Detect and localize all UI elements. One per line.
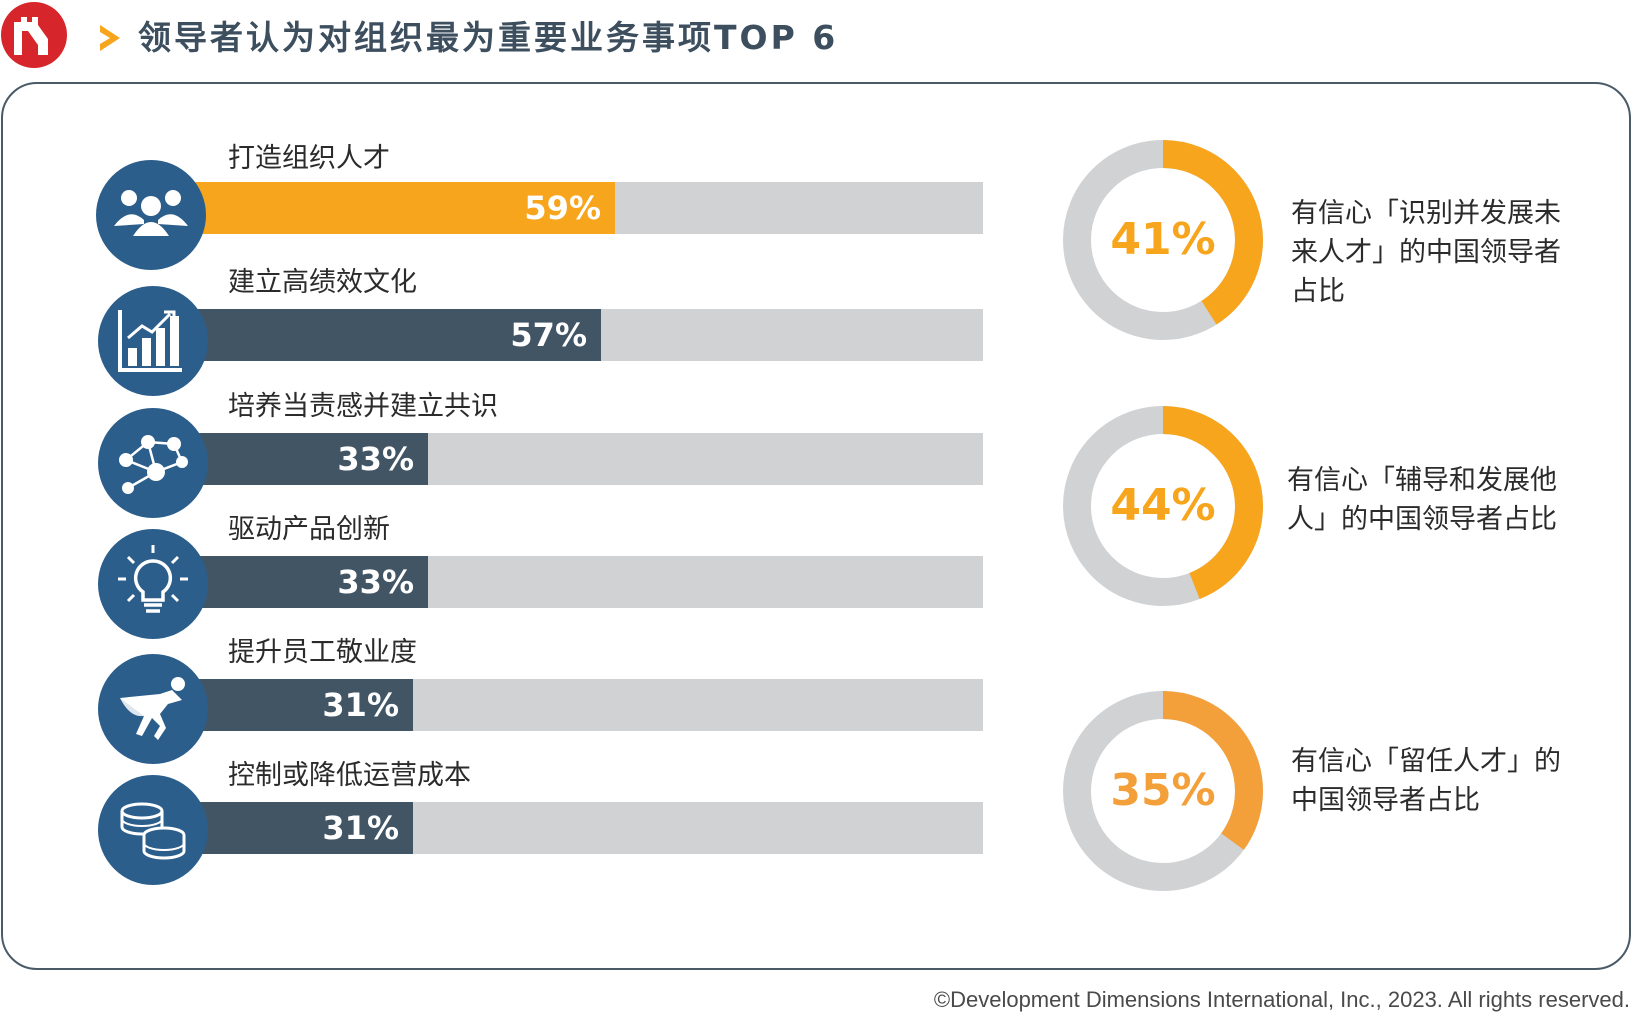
bar-track: 33% [190, 556, 983, 608]
page-title: 领导者认为对组织最为重要业务事项TOP 6 [138, 18, 839, 57]
bar-track: 33% [190, 433, 983, 485]
bar-value-label: 57% [510, 316, 587, 354]
bar-category-label: 提升员工敬业度 [228, 637, 417, 668]
bar-value-label: 31% [322, 686, 399, 724]
bar-track: 31% [190, 802, 983, 854]
bar-category-label: 驱动产品创新 [228, 514, 390, 545]
bar-value-label: 31% [322, 809, 399, 847]
copyright-footer: ©Development Dimensions International, I… [933, 987, 1630, 1012]
bar: 33% [190, 556, 428, 608]
bar-category-label: 建立高绩效文化 [228, 267, 417, 298]
bar-row: 提升员工敬业度 31% [0, 636, 1000, 764]
bar-value-label: 59% [524, 189, 601, 227]
bar-track: 57% [190, 309, 983, 361]
people-group-icon [96, 160, 206, 270]
bar-category-label: 培养当责感并建立共识 [228, 391, 498, 422]
donut-description: 有信心「留任人才」的中国领导者占比 [1291, 746, 1561, 816]
superhero-icon [98, 654, 208, 764]
bar-value-label: 33% [337, 440, 414, 478]
bar: 57% [190, 309, 601, 361]
growth-chart-icon [98, 286, 208, 396]
content-panel [1, 82, 1631, 970]
bar-row: 打造组织人才 59% [0, 142, 1000, 270]
bar: 31% [190, 802, 413, 854]
donut-segment [1063, 691, 1263, 891]
ddi-logo [1, 2, 67, 68]
donut-value-label: 41% [1110, 214, 1216, 265]
network-people-icon [98, 408, 208, 518]
bar-row: 建立高绩效文化 57% [0, 266, 1000, 396]
donut-description: 有信心「识别并发展未来人才」的中国领导者占比 [1291, 198, 1561, 307]
donut-value-label: 35% [1110, 765, 1216, 816]
donut-chart: 41% [1063, 140, 1263, 340]
bar-value-label: 33% [337, 563, 414, 601]
bar-track: 31% [190, 679, 983, 731]
lightbulb-icon [98, 529, 208, 639]
donut-segment [1063, 406, 1263, 606]
donut-value-label: 44% [1110, 480, 1216, 531]
chevron-right-icon [100, 25, 120, 51]
donut-description: 有信心「辅导和发展他人」的中国领导者占比 [1287, 465, 1557, 535]
bar-row: 控制或降低运营成本 31% [0, 759, 1000, 885]
bar-track: 59% [190, 182, 983, 234]
bar: 33% [190, 433, 428, 485]
bar: 59% [190, 182, 615, 234]
bar-category-label: 打造组织人才 [228, 143, 390, 174]
bar-row: 驱动产品创新 33% [0, 513, 1000, 639]
bar-category-label: 控制或降低运营成本 [228, 760, 471, 791]
bar-row: 培养当责感并建立共识 33% [0, 390, 1000, 518]
bar: 31% [190, 679, 413, 731]
coins-icon [98, 775, 208, 885]
donut-segment [1063, 140, 1263, 340]
donut-chart: 35% [1063, 691, 1263, 891]
donut-chart: 44% [1063, 406, 1263, 606]
